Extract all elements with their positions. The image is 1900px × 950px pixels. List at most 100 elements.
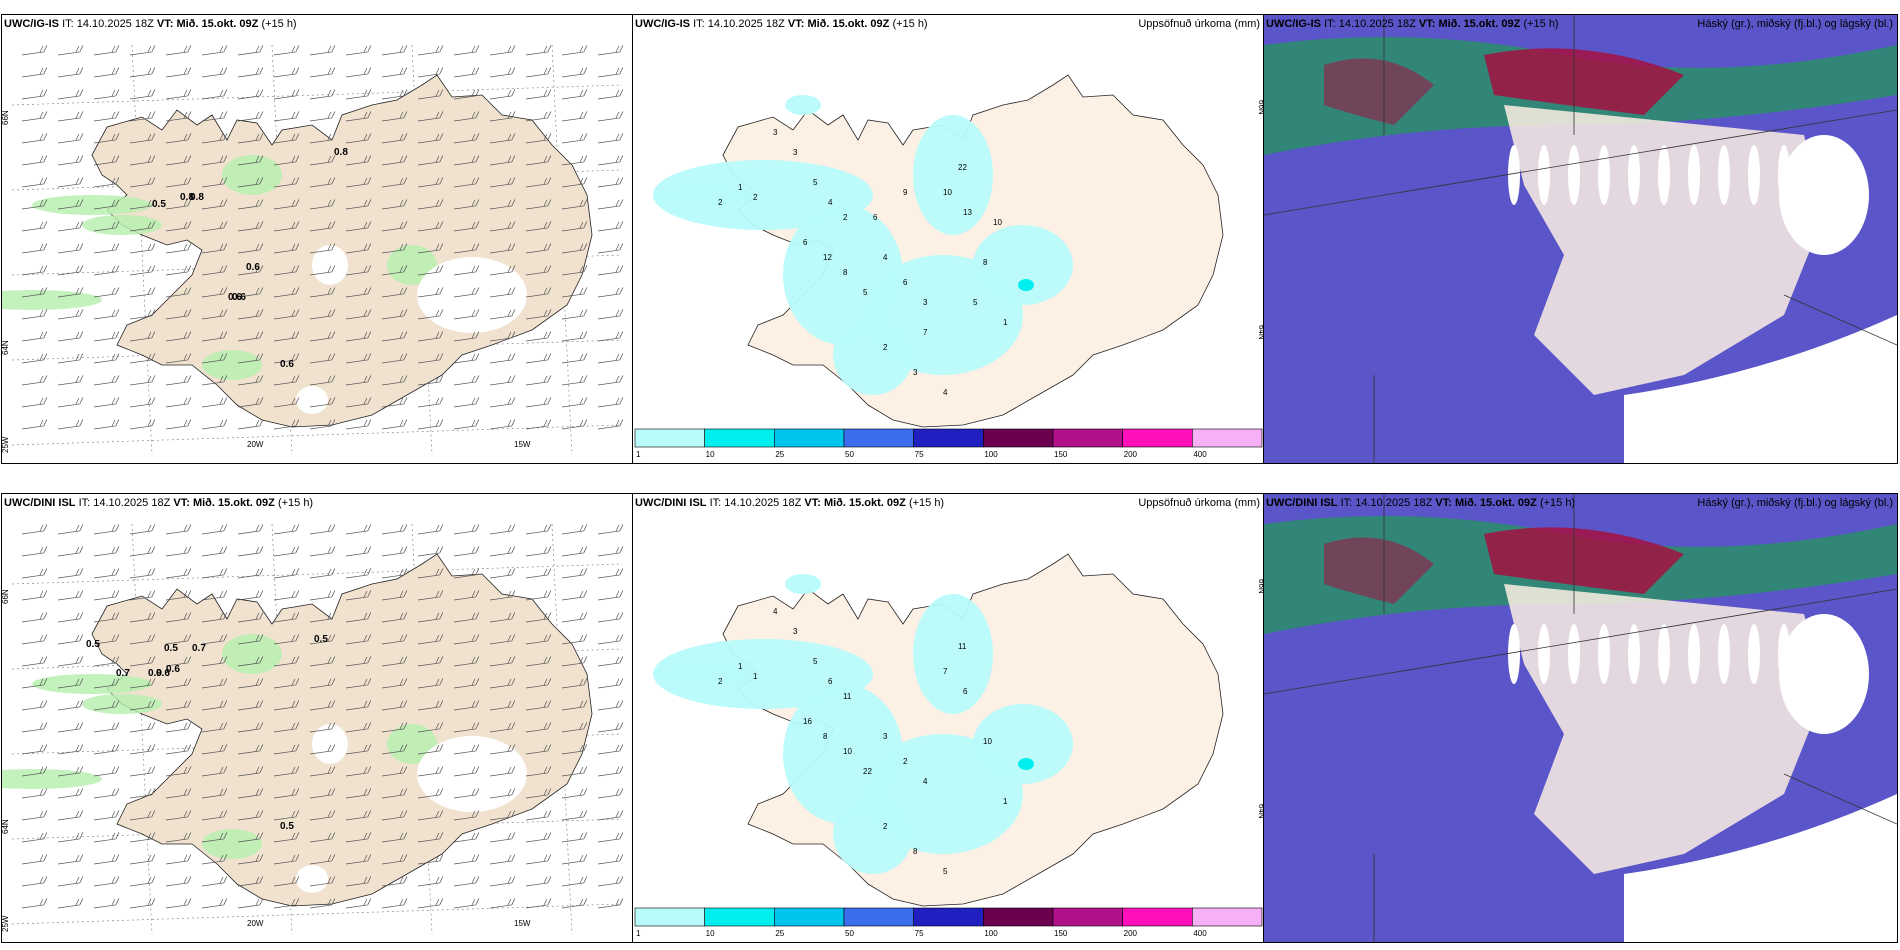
wind-barb [57, 612, 84, 623]
wind-barb [453, 287, 480, 298]
wind-barb [561, 177, 588, 188]
wind-barb [561, 590, 588, 601]
wind-barb [237, 898, 264, 909]
precip-area [653, 662, 753, 686]
wind-barb [597, 419, 624, 430]
light-wind-area [387, 245, 437, 285]
light-wind-area [32, 195, 152, 215]
wind-barb [525, 876, 552, 887]
wind-barb [309, 700, 336, 711]
wind-barb [561, 744, 588, 755]
wind-barb [453, 265, 480, 276]
wind-barb [165, 766, 192, 777]
wind-barb [453, 221, 480, 232]
wind-speed-label: 0.8 [190, 192, 204, 203]
wind-barb [129, 524, 156, 535]
lat-label: 66N [1257, 100, 1264, 115]
colorbar-segment [1122, 428, 1193, 448]
wind-barb [93, 568, 120, 579]
panel-header: UWC/IG-IS IT: 14.10.2025 18Z VT: Mið. 15… [1264, 15, 1897, 33]
wind-barb [381, 419, 408, 430]
wind-barb [417, 788, 444, 799]
wind-barb [309, 45, 336, 56]
wind-barb [129, 287, 156, 298]
wind-barb [21, 67, 48, 78]
precip-value-label: 6 [828, 677, 833, 686]
wind-barb [489, 854, 516, 865]
wind-barb [561, 810, 588, 821]
wind-barb [309, 788, 336, 799]
wind-barb [201, 287, 228, 298]
wind-barb [309, 854, 336, 865]
wind-barb [237, 788, 264, 799]
wind-barb [93, 700, 120, 711]
wind-barb [273, 612, 300, 623]
wind-barb [93, 590, 120, 601]
wind-barb [597, 397, 624, 408]
init-prefix: IT: [62, 18, 74, 30]
wind-barb [129, 744, 156, 755]
wind-barb [165, 568, 192, 579]
wind-barb [273, 155, 300, 166]
clear-sky-streak [1748, 145, 1760, 205]
wind-barb [93, 353, 120, 364]
precip-area [833, 315, 913, 395]
wind-barb [165, 898, 192, 909]
wind-barb [309, 199, 336, 210]
wind-barb [525, 634, 552, 645]
high-cloud-band [1324, 58, 1434, 126]
wind-barb [237, 45, 264, 56]
wind-barb [165, 722, 192, 733]
valid-prefix: VT: [173, 497, 190, 509]
wind-barb [129, 353, 156, 364]
precip-value-label: 1 [753, 672, 758, 681]
wind-barb [237, 67, 264, 78]
wind-barb [453, 832, 480, 843]
wind-barb [561, 221, 588, 232]
wind-barb [597, 45, 624, 56]
wind-speed-label: 0.6 [232, 292, 246, 303]
panel-header: UWC/IG-IS IT: 14.10.2025 18Z VT: Mið. 15… [633, 15, 1264, 33]
wind-barb [597, 221, 624, 232]
wind-barb [309, 287, 336, 298]
wind-barb [57, 331, 84, 342]
graticule-line [1264, 588, 1897, 695]
wind-barb [597, 89, 624, 100]
wind-barb [453, 199, 480, 210]
wind-barb [453, 524, 480, 535]
colorbar-tick: 25 [775, 929, 784, 938]
wind-barb [237, 199, 264, 210]
wind-barb [309, 67, 336, 78]
colorbar-tick: 100 [984, 929, 998, 938]
lead-time: (+15 h) [1523, 18, 1559, 30]
colorbar: 1 10 25 50 75 100 150 200 400 [634, 428, 1263, 459]
wind-barb [165, 221, 192, 232]
wind-barb [57, 546, 84, 557]
wind-barb [201, 221, 228, 232]
wind-barb [489, 568, 516, 579]
wind-barb [57, 854, 84, 865]
lon-label: 15W [514, 440, 531, 449]
precip-area [785, 574, 821, 594]
wind-barb [273, 221, 300, 232]
wind-barb [129, 700, 156, 711]
init-prefix: IT: [1340, 497, 1353, 509]
wind-barb [381, 766, 408, 777]
high-cloud-band [1484, 48, 1684, 116]
wind-barb [453, 155, 480, 166]
clear-sky-streak [1538, 624, 1550, 684]
precip-value-label: 22 [958, 163, 967, 172]
wind-barb [453, 111, 480, 122]
wind-barb [525, 810, 552, 821]
wind-barb [345, 832, 372, 843]
wind-barb [273, 287, 300, 298]
wind-barb [165, 546, 192, 557]
valid-prefix: VT: [787, 18, 805, 30]
wind-barb [201, 397, 228, 408]
wind-barb [417, 656, 444, 667]
wind-barb [201, 89, 228, 100]
precip-value-label: 8 [983, 258, 988, 267]
wind-barb [201, 832, 228, 843]
